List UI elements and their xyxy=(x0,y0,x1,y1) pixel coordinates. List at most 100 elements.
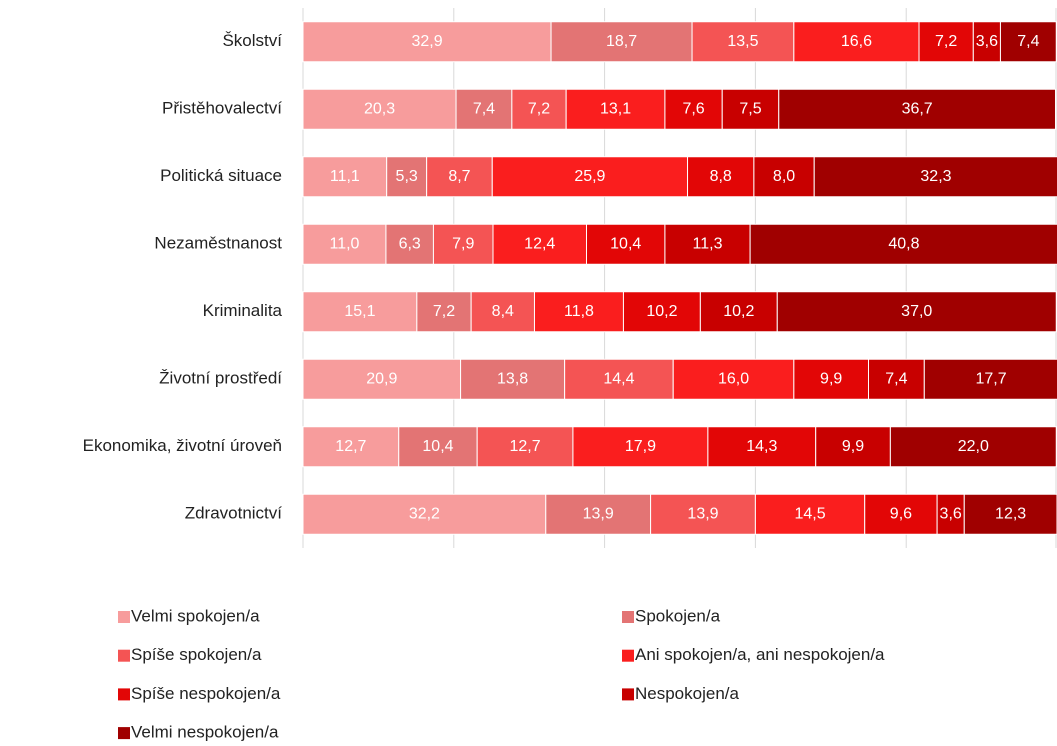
value-label: 25,9 xyxy=(574,168,605,185)
value-label: 22,0 xyxy=(958,438,989,455)
bar-segment xyxy=(813,156,1057,198)
value-label: 18,7 xyxy=(606,33,637,50)
bar-segment xyxy=(778,88,1056,130)
bar-segment xyxy=(864,493,938,535)
bar-segment xyxy=(754,493,866,535)
value-label: 17,9 xyxy=(625,438,656,455)
bar-segment xyxy=(302,493,547,535)
bar-segment xyxy=(492,223,588,265)
value-label: 7,4 xyxy=(1017,33,1039,50)
value-label: 13,5 xyxy=(727,33,758,50)
y-tick-label: Školství xyxy=(222,31,282,50)
bar-segment xyxy=(999,21,1057,63)
value-label: 13,9 xyxy=(583,505,614,522)
value-label: 15,1 xyxy=(344,303,375,320)
bar-segment xyxy=(302,426,400,468)
legend-label: Velmi nespokojen/a xyxy=(131,723,279,742)
y-tick-label: Životní prostředí xyxy=(159,369,282,388)
bar-segment xyxy=(699,291,778,333)
bar-segment xyxy=(972,21,1001,63)
bar-segment xyxy=(533,291,624,333)
value-label: 13,9 xyxy=(687,505,718,522)
bar-segment xyxy=(416,291,472,333)
value-label: 20,9 xyxy=(366,370,397,387)
value-label: 32,9 xyxy=(411,33,442,50)
bar-segment xyxy=(302,291,418,333)
bar-segment xyxy=(460,358,566,400)
legend-swatch xyxy=(118,611,130,623)
value-label: 37,0 xyxy=(901,303,932,320)
bar-segment xyxy=(476,426,574,468)
value-label: 12,7 xyxy=(509,438,540,455)
value-label: 7,4 xyxy=(473,100,495,117)
legend-label: Ani spokojen/a, ani nespokojen/a xyxy=(635,645,885,664)
value-label: 13,1 xyxy=(600,100,631,117)
value-label: 10,2 xyxy=(646,303,677,320)
value-label: 16,6 xyxy=(841,33,872,50)
bar-segment xyxy=(426,156,493,198)
legend-label: Spokojen/a xyxy=(635,606,721,625)
value-label: 10,4 xyxy=(610,235,641,252)
bar-segment xyxy=(776,291,1057,333)
value-label: 7,2 xyxy=(935,33,957,50)
y-tick-label: Přistěhovalectví xyxy=(162,99,282,118)
value-label: 32,3 xyxy=(920,168,951,185)
value-label: 9,6 xyxy=(890,505,912,522)
legend-label: Spíše spokojen/a xyxy=(131,645,262,664)
bar-segment xyxy=(491,156,689,198)
bar-segment xyxy=(918,21,974,63)
value-label: 16,0 xyxy=(718,370,749,387)
value-label: 12,7 xyxy=(335,438,366,455)
value-label: 8,7 xyxy=(448,168,470,185)
legend-swatch xyxy=(118,727,130,740)
value-label: 11,1 xyxy=(330,168,360,185)
value-label: 11,0 xyxy=(329,235,359,252)
value-label: 11,3 xyxy=(693,235,723,252)
bar-segment xyxy=(398,426,478,468)
value-label: 9,9 xyxy=(842,438,864,455)
value-label: 10,2 xyxy=(723,303,754,320)
value-label: 6,3 xyxy=(399,235,421,252)
bar-segment xyxy=(664,88,723,130)
bar-segment xyxy=(650,493,756,535)
bar-segment xyxy=(793,21,920,63)
bar-segment xyxy=(586,223,666,265)
bar-segment xyxy=(622,291,701,333)
value-label: 5,3 xyxy=(396,168,418,185)
value-label: 14,4 xyxy=(603,370,634,387)
value-label: 11,8 xyxy=(564,303,594,320)
bar-segment xyxy=(470,291,535,333)
value-label: 3,6 xyxy=(940,505,962,522)
bar-segment xyxy=(302,88,457,130)
legend-swatch xyxy=(118,649,130,662)
value-label: 13,8 xyxy=(497,370,528,387)
value-label: 8,4 xyxy=(492,303,514,320)
value-label: 12,4 xyxy=(524,235,555,252)
value-label: 36,7 xyxy=(902,100,933,117)
bar-segment xyxy=(302,223,387,265)
value-label: 7,2 xyxy=(433,303,455,320)
bar-segment xyxy=(511,88,567,130)
bar-segment xyxy=(565,88,666,130)
bar-segment xyxy=(545,493,652,535)
value-label: 7,9 xyxy=(452,235,474,252)
value-label: 32,2 xyxy=(409,505,440,522)
bar-segment xyxy=(302,21,552,63)
bar-segment xyxy=(455,88,513,130)
y-tick-label: Ekonomika, životní úroveň xyxy=(83,436,282,455)
value-label: 3,6 xyxy=(976,33,998,50)
value-label: 14,3 xyxy=(746,438,777,455)
value-label: 10,4 xyxy=(422,438,453,455)
bar-segment xyxy=(672,358,795,400)
bar-segment xyxy=(815,426,891,468)
legend-swatch xyxy=(118,688,130,701)
bar-segment xyxy=(707,426,817,468)
bar-segment xyxy=(721,88,780,130)
value-label: 9,9 xyxy=(820,370,842,387)
value-label: 8,8 xyxy=(710,168,732,185)
bar-segment xyxy=(889,426,1057,468)
value-label: 7,4 xyxy=(885,370,907,387)
legend-swatch xyxy=(622,688,634,701)
y-tick-label: Kriminalita xyxy=(203,301,283,320)
